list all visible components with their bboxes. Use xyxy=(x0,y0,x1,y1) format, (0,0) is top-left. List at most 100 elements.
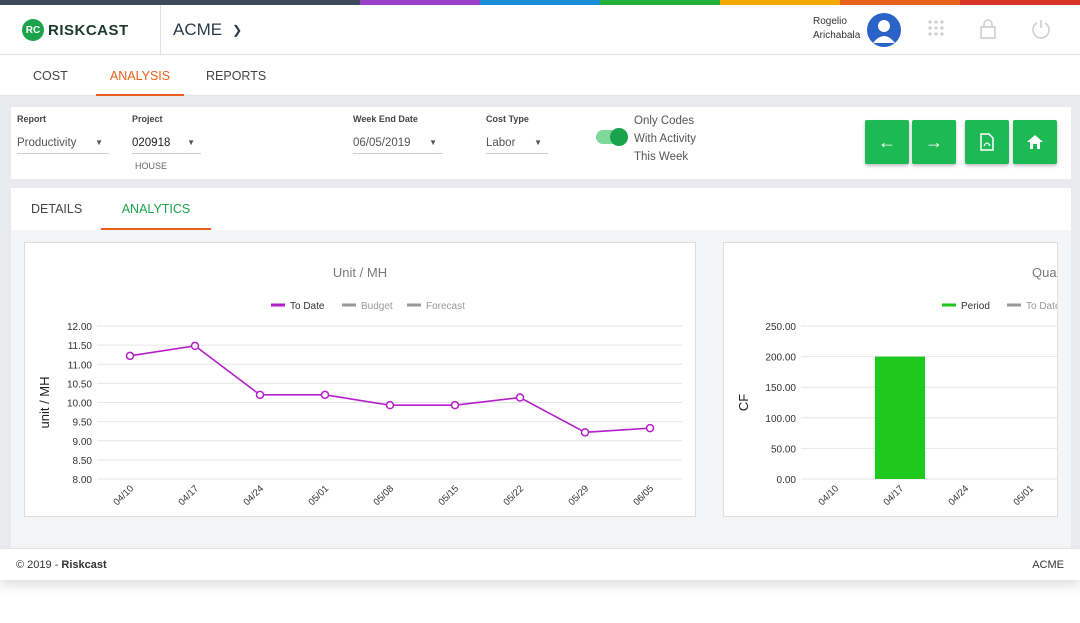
export-pdf-button[interactable] xyxy=(965,120,1009,164)
caret-down-icon: ▼ xyxy=(187,138,195,147)
data-point xyxy=(645,423,655,433)
bar-period xyxy=(875,356,925,479)
y-tick-label: 11.50 xyxy=(68,341,93,352)
y-tick-label: 11.00 xyxy=(68,360,93,371)
tab-analysis[interactable]: ANALYSIS xyxy=(96,56,184,96)
y-tick-label: 250.00 xyxy=(765,322,796,333)
company-name: ACME xyxy=(173,20,223,39)
logo-text: RISKCAST xyxy=(48,21,129,39)
x-tick-label: 04/17 xyxy=(882,483,907,508)
legend-label: Forecast xyxy=(426,301,465,312)
x-tick-label: 04/10 xyxy=(817,483,842,508)
company-selector[interactable]: ACME ❯ xyxy=(173,20,242,40)
analytics-panel: DETAILS ANALYTICS Unit / MH To Date Budget… xyxy=(11,188,1071,548)
data-point xyxy=(190,341,200,351)
tab-analytics[interactable]: ANALYTICS xyxy=(101,188,211,230)
cost-type-label: Cost Type xyxy=(486,114,529,124)
main-nav: COST ANALYSIS REPORTS xyxy=(0,56,1080,96)
cost-type-select[interactable]: Labor ▼ xyxy=(486,132,548,154)
filter-bar: Report Productivity ▼ Project 020918 ▼ HOU… xyxy=(11,107,1071,179)
legend-label: To Date xyxy=(290,301,325,312)
legend-item-1: To Date xyxy=(1007,301,1058,312)
main-area: Report Productivity ▼ Project 020918 ▼ HOU… xyxy=(0,96,1080,548)
data-point xyxy=(515,393,525,402)
x-tick-label: 05/08 xyxy=(372,483,397,508)
y-tick-label: 8.00 xyxy=(73,475,93,486)
pdf-icon xyxy=(980,133,994,151)
apps-grid-icon[interactable] xyxy=(927,19,945,42)
data-point xyxy=(580,428,590,437)
footer: © 2019 - Riskcast ACME xyxy=(0,548,1080,580)
caret-down-icon: ▼ xyxy=(95,138,103,147)
project-select[interactable]: 020918 ▼ xyxy=(132,132,201,154)
x-tick-label: 06/05 xyxy=(632,483,657,508)
series-line-to-date xyxy=(129,345,651,434)
y-tick-label: 12.00 xyxy=(67,322,92,333)
caret-down-icon: ▼ xyxy=(429,138,437,147)
y-axis-label: CF xyxy=(736,394,751,411)
tab-cost[interactable]: COST xyxy=(33,69,68,83)
footer-company: ACME xyxy=(1032,559,1064,571)
x-tick-label: 04/24 xyxy=(242,483,267,508)
legend-item-0: To Date xyxy=(271,301,325,312)
x-tick-label: 05/22 xyxy=(502,483,527,508)
arrow-left-icon: ← xyxy=(878,131,896,152)
logo[interactable]: RC RISKCAST xyxy=(0,5,161,55)
previous-week-button[interactable]: ← xyxy=(865,120,909,164)
unit-mh-chart-card: Unit / MH To Date Budget Forecast 12.00 11.50… xyxy=(24,242,696,517)
tab-reports[interactable]: REPORTS xyxy=(206,69,267,83)
chevron-down-icon: ❯ xyxy=(232,23,243,37)
home-icon xyxy=(1027,135,1043,149)
quantity-chart-card: Qua Period To Date 250.00 200.00 150.00 100.00… xyxy=(723,242,1058,517)
data-point xyxy=(320,390,330,400)
x-tick-label: 05/01 xyxy=(307,483,332,508)
y-tick-label: 200.00 xyxy=(765,353,796,364)
x-tick-label: 05/15 xyxy=(437,483,462,508)
next-week-button[interactable]: → xyxy=(912,120,956,164)
x-tick-label: 05/01 xyxy=(1012,483,1037,508)
quantity-chart: Qua Period To Date 250.00 200.00 150.00 100.00… xyxy=(736,265,1058,508)
x-tick-label: 04/24 xyxy=(947,483,972,508)
data-point xyxy=(385,400,395,410)
arrow-right-icon: → xyxy=(925,131,943,152)
power-icon[interactable] xyxy=(1031,19,1051,44)
top-bar: RC RISKCAST ACME ❯ Rogelio Arichabala xyxy=(0,5,1080,55)
data-point xyxy=(255,390,265,400)
data-point xyxy=(125,351,135,361)
data-point xyxy=(450,400,460,410)
y-tick-label: 8.50 xyxy=(73,456,93,467)
unit-mh-chart: Unit / MH To Date Budget Forecast 12.00 11.50… xyxy=(37,265,682,508)
lock-icon[interactable] xyxy=(979,19,997,44)
user-name: Rogelio Arichabala xyxy=(813,16,861,41)
report-select[interactable]: Productivity ▼ xyxy=(17,132,109,154)
tab-details[interactable]: DETAILS xyxy=(31,202,83,216)
sub-tabs: DETAILS ANALYTICS xyxy=(11,188,1071,230)
y-axis-label: unit / MH xyxy=(37,376,52,428)
footer-brand: Riskcast xyxy=(61,559,107,571)
project-subtitle: HOUSE xyxy=(135,161,168,171)
user-icon xyxy=(873,20,895,43)
legend-item-2: Forecast xyxy=(407,301,465,312)
y-tick-label: 9.50 xyxy=(73,418,93,429)
activity-toggle[interactable] xyxy=(596,128,628,146)
y-tick-label: 0.00 xyxy=(777,475,797,486)
avatar[interactable] xyxy=(867,13,901,47)
week-label: Week End Date xyxy=(353,114,418,124)
chart-title: Qua xyxy=(1032,265,1057,280)
toggle-label: Only Codes With Activity This Week xyxy=(634,115,696,163)
legend-label: To Date xyxy=(1026,301,1058,312)
x-tick-label: 04/17 xyxy=(177,483,202,508)
legend-item-0: Period xyxy=(942,301,990,312)
y-tick-label: 50.00 xyxy=(771,444,796,455)
week-end-date-select[interactable]: 06/05/2019 ▼ xyxy=(353,132,443,154)
logo-mark-icon: RC xyxy=(22,19,44,41)
legend-label: Period xyxy=(961,301,990,312)
copyright: © 2019 - Riskcast xyxy=(16,559,107,571)
home-button[interactable] xyxy=(1013,120,1057,164)
color-stripe xyxy=(0,0,1080,5)
x-tick-label: 04/10 xyxy=(112,483,137,508)
legend-item-1: Budget xyxy=(342,301,393,312)
project-label: Project xyxy=(132,114,163,124)
legend-label: Budget xyxy=(361,301,393,312)
x-tick-label: 05/29 xyxy=(567,483,592,508)
